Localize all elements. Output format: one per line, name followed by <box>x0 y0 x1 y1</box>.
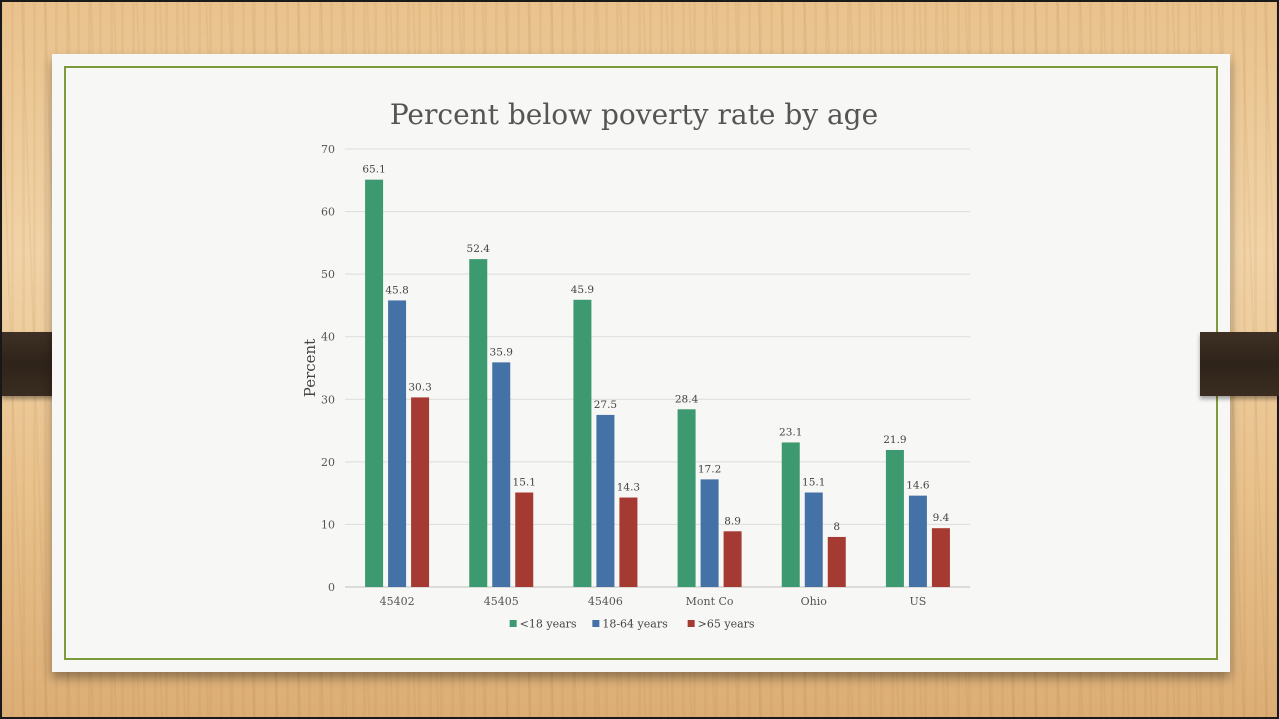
bars <box>365 179 950 587</box>
y-tick-label: 70 <box>321 143 335 156</box>
y-tick-label: 30 <box>321 393 335 406</box>
x-tick-label: 45405 <box>484 595 519 608</box>
x-tick-label: 45406 <box>588 595 623 608</box>
binder-clip-right <box>1200 332 1279 396</box>
legend-swatch <box>509 620 517 627</box>
chart-title: Percent below poverty rate by age <box>390 98 878 131</box>
data-label: 8 <box>833 521 840 533</box>
bar <box>619 497 638 587</box>
bar <box>411 397 430 587</box>
legend-swatch <box>687 620 695 627</box>
data-label: 30.3 <box>408 381 431 393</box>
data-label: 45.8 <box>385 284 408 296</box>
y-tick-label: 20 <box>321 456 335 469</box>
y-tick-label: 60 <box>321 206 335 219</box>
data-label: 45.9 <box>571 284 594 296</box>
data-label: 27.5 <box>594 399 617 411</box>
bar <box>700 479 719 587</box>
legend-label: >65 years <box>698 618 755 631</box>
y-tick-label: 50 <box>321 268 335 281</box>
x-tick-label: Ohio <box>801 595 828 608</box>
data-label: 14.6 <box>906 480 930 492</box>
bar <box>723 531 742 587</box>
data-label: 35.9 <box>490 346 513 358</box>
bar <box>492 362 511 587</box>
data-label: 21.9 <box>883 434 906 446</box>
bar <box>781 442 800 587</box>
slide-paper <box>52 54 1230 672</box>
x-tick-label: Mont Co <box>686 595 734 608</box>
bar <box>931 528 950 587</box>
bar <box>388 300 407 587</box>
data-label: 65.1 <box>362 164 385 176</box>
data-label: 8.9 <box>724 515 741 527</box>
bar <box>804 492 823 587</box>
data-label: 52.4 <box>467 243 491 255</box>
bar <box>677 409 696 587</box>
bar <box>469 259 488 587</box>
data-label: 14.3 <box>617 482 640 494</box>
legend: <18 years 18-64 years >65 years <box>509 618 755 631</box>
y-tick-label: 10 <box>321 518 335 531</box>
data-label: 15.1 <box>513 477 536 489</box>
axes: 0 10 20 30 40 50 60 70 45402 45405 45406 Mont Co Ohi… <box>321 143 926 608</box>
bar <box>596 414 615 587</box>
data-labels: 65.1 45.8 30.3 52.4 35.9 15.1 45.9 27.5 14.3 28.4… <box>362 164 949 533</box>
bar <box>573 299 592 587</box>
bar <box>515 492 534 587</box>
x-tick-label: 45402 <box>380 595 415 608</box>
data-label: 28.4 <box>675 393 699 405</box>
y-axis-label: Percent <box>301 339 319 397</box>
bar <box>827 536 846 587</box>
data-label: 23.1 <box>779 426 802 438</box>
y-tick-label: 0 <box>328 581 335 594</box>
data-label: 9.4 <box>933 512 950 524</box>
gridlines <box>345 148 970 588</box>
legend-swatch <box>592 620 600 627</box>
bar <box>885 449 904 587</box>
legend-label: 18-64 years <box>602 618 668 631</box>
data-label: 17.2 <box>698 463 721 475</box>
bar <box>908 495 927 587</box>
legend-label: <18 years <box>520 618 577 631</box>
x-tick-label: US <box>910 595 927 608</box>
data-label: 15.1 <box>802 477 825 489</box>
y-tick-label: 40 <box>321 331 335 344</box>
bar <box>365 179 384 587</box>
